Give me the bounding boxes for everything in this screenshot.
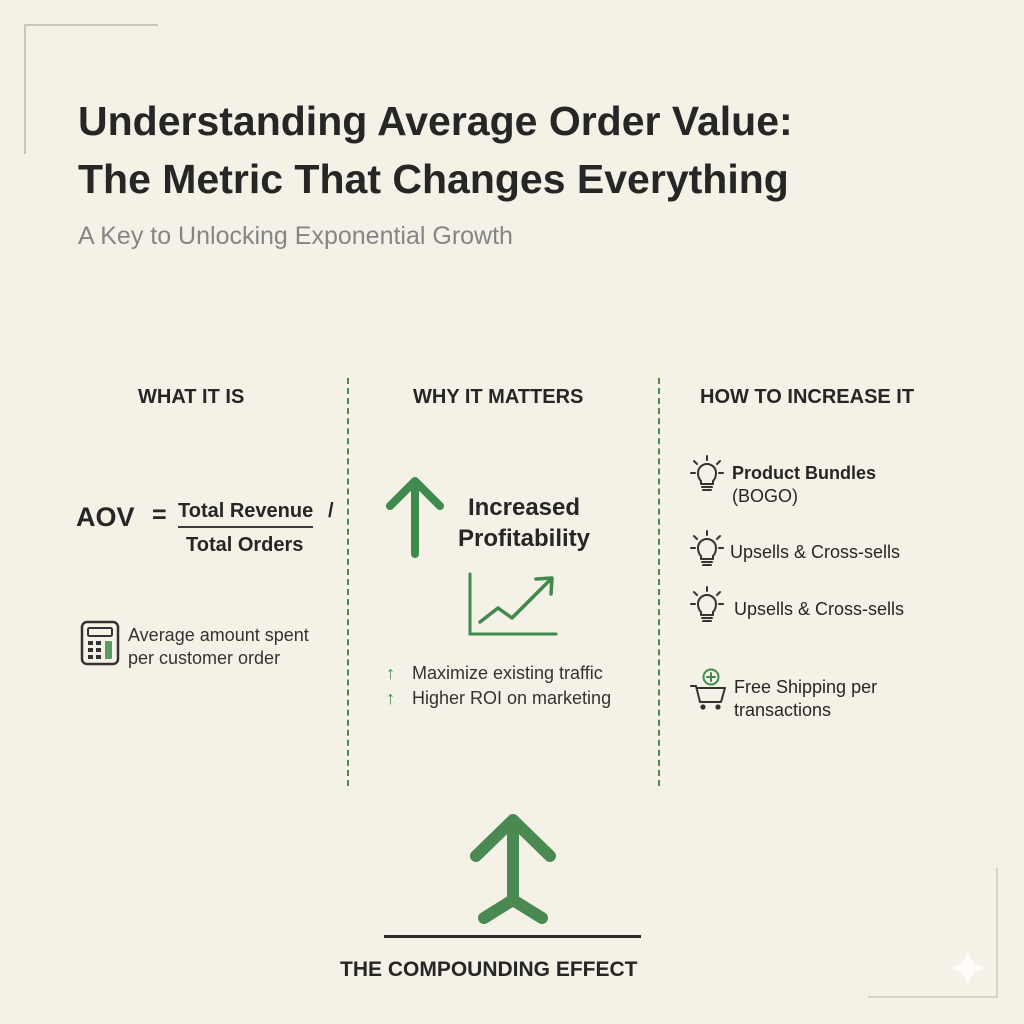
- tip-free-shipping: Free Shipping per transactions: [690, 668, 990, 722]
- tip-line-1: Product Bundles: [732, 463, 877, 483]
- tip-line-1: Upsells & Cross-sells: [730, 542, 901, 562]
- aov-description: Average amount spent per customer order: [128, 624, 338, 670]
- tip-product-bundles: Product Bundles (BOGO): [690, 455, 990, 509]
- page-subtitle: A Key to Unlocking Exponential Growth: [78, 222, 513, 250]
- footer-label: THE COMPOUNDING EFFECT: [340, 958, 638, 981]
- growth-chart-icon: [468, 572, 558, 636]
- highlight-line-1: Increased: [467, 494, 581, 521]
- corner-frame-bottom-right: [868, 868, 998, 998]
- tip-upsells-1: Upsells & Cross-sells: [690, 530, 990, 566]
- page-title: Understanding Average Order Value: The M…: [78, 92, 978, 208]
- lightbulb-icon: [690, 530, 724, 566]
- calculator-icon: [80, 620, 120, 666]
- lightbulb-icon: [690, 586, 724, 622]
- tip-line-2: (BOGO): [732, 486, 798, 506]
- small-up-arrow-icon: ↑: [386, 663, 395, 683]
- formula-lhs: AOV: [76, 502, 135, 532]
- compounding-arrow-icon: [470, 814, 556, 924]
- heading-how-to-increase: HOW TO INCREASE IT: [700, 386, 915, 408]
- formula-equals: =: [152, 501, 167, 529]
- column-divider-left: [347, 378, 349, 786]
- title-line-2: The Metric That Changes Everything: [78, 156, 789, 202]
- title-line-1: Understanding Average Order Value:: [78, 98, 793, 144]
- tip-upsells-2: Upsells & Cross-sells: [690, 586, 990, 622]
- formula-numerator: Total Revenue: [178, 500, 314, 528]
- up-arrow-icon: [386, 477, 444, 558]
- benefit-item-higher-roi: ↑ Higher ROI on marketing: [386, 688, 611, 709]
- sparkle-icon: [948, 948, 988, 988]
- benefit-text: Higher ROI on marketing: [412, 688, 612, 708]
- description-line-2: per customer order: [128, 648, 281, 668]
- highlight-line-2: Profitability: [457, 525, 590, 552]
- corner-frame-top-left: [24, 24, 158, 154]
- shopping-cart-plus-icon: [690, 668, 726, 710]
- heading-what-it-is: WHAT IT IS: [138, 386, 245, 408]
- increased-profitability: Increased Profitability: [444, 492, 604, 554]
- tip-line-2: transactions: [734, 700, 832, 720]
- benefit-item-maximize-traffic: ↑ Maximize existing traffic: [386, 663, 603, 684]
- small-up-arrow-icon: ↑: [386, 688, 395, 708]
- footer-baseline: [384, 935, 641, 938]
- tip-line-1: Upsells & Cross-sells: [734, 599, 905, 619]
- formula-denominator: Total Orders: [186, 534, 304, 556]
- tip-line-1: Free Shipping per: [734, 677, 878, 697]
- description-line-1: Average amount spent: [128, 625, 309, 645]
- lightbulb-icon: [690, 455, 724, 491]
- heading-why-it-matters: WHY IT MATTERS: [413, 386, 584, 408]
- formula-slash: /: [328, 500, 334, 522]
- benefit-text: Maximize existing traffic: [412, 663, 603, 683]
- column-divider-right: [658, 378, 660, 786]
